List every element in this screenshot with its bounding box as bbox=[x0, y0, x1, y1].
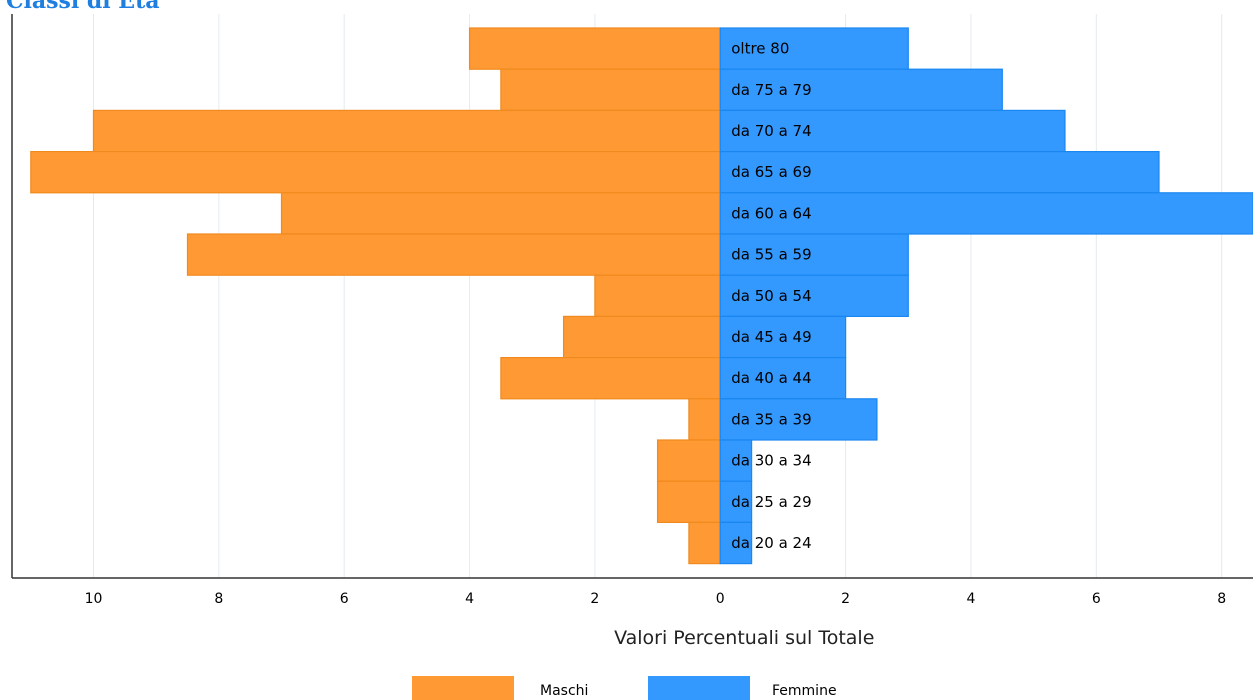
x-tick-label: 10 bbox=[85, 591, 103, 607]
chart-title: Classi di Età bbox=[6, 0, 160, 14]
bar-femmine bbox=[719, 27, 909, 70]
x-tick-label: 8 bbox=[214, 591, 223, 607]
category-label: da 45 a 49 bbox=[731, 328, 811, 346]
bar-maschi bbox=[280, 192, 721, 235]
x-tick-label: 8 bbox=[1217, 591, 1226, 607]
legend-label-maschi: Maschi bbox=[540, 683, 588, 699]
category-label: da 70 a 74 bbox=[731, 122, 811, 140]
bar-maschi bbox=[688, 398, 721, 441]
x-tick-label: 4 bbox=[966, 591, 975, 607]
x-tick-label: 2 bbox=[841, 591, 850, 607]
legend-swatch-femmine bbox=[648, 676, 750, 700]
bar-maschi bbox=[500, 357, 721, 400]
category-label: da 55 a 59 bbox=[731, 246, 811, 264]
category-label: da 60 a 64 bbox=[731, 204, 811, 222]
bar-femmine bbox=[719, 68, 1003, 111]
bar-femmine bbox=[719, 274, 909, 318]
x-tick-label: 2 bbox=[590, 591, 599, 607]
x-tick-label: 4 bbox=[465, 591, 474, 607]
category-label: da 75 a 79 bbox=[731, 81, 811, 99]
bar-maschi bbox=[186, 233, 721, 276]
bar-maschi bbox=[594, 274, 721, 318]
bar-femmine bbox=[719, 357, 847, 400]
bar-femmine bbox=[719, 233, 909, 276]
category-label: da 35 a 39 bbox=[731, 410, 811, 428]
category-label: da 40 a 44 bbox=[731, 369, 811, 387]
bar-maschi bbox=[500, 68, 721, 111]
bar-femmine bbox=[719, 109, 1066, 153]
bar-maschi bbox=[30, 151, 721, 194]
bar-maschi bbox=[468, 27, 721, 70]
category-label: da 50 a 54 bbox=[731, 287, 811, 305]
category-label: da 20 a 24 bbox=[731, 534, 811, 552]
bar-femmine bbox=[719, 521, 753, 565]
bar-femmine bbox=[719, 439, 753, 482]
legend-label-femmine: Femmine bbox=[772, 683, 837, 699]
x-tick-label: 6 bbox=[340, 591, 349, 607]
category-label: oltre 80 bbox=[731, 40, 789, 58]
bar-maschi bbox=[92, 109, 721, 153]
category-label: da 25 a 29 bbox=[731, 493, 811, 511]
x-tick-label: 0 bbox=[716, 591, 725, 607]
bar-maschi bbox=[656, 439, 721, 482]
bar-femmine bbox=[719, 151, 1160, 194]
category-label: da 30 a 34 bbox=[731, 452, 811, 470]
bar-femmine bbox=[719, 398, 878, 441]
category-label: da 65 a 69 bbox=[731, 163, 811, 181]
x-axis-label: Valori Percentuali sul Totale bbox=[614, 627, 874, 649]
bar-femmine bbox=[719, 192, 1253, 235]
bar-maschi bbox=[656, 480, 721, 524]
x-tick-label: 6 bbox=[1092, 591, 1101, 607]
bar-maschi bbox=[562, 315, 721, 359]
bar-femmine bbox=[719, 480, 753, 524]
legend-swatch-maschi bbox=[412, 676, 514, 700]
bar-maschi bbox=[688, 521, 721, 565]
